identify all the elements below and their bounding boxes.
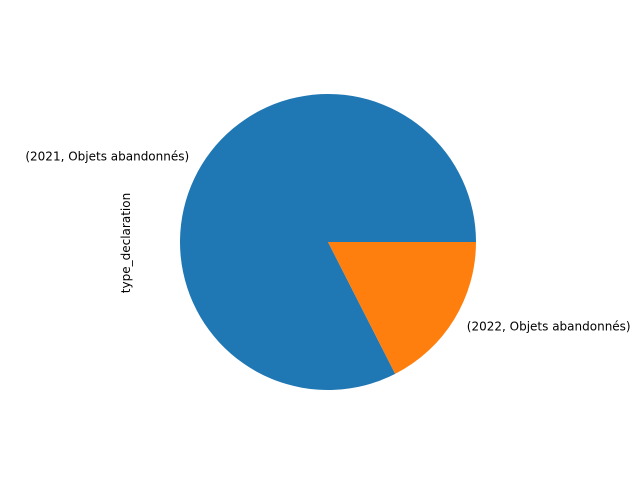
y-axis-label: type_declaration [119,193,133,293]
pie-slice-labels: (2021, Objets abandonnés) (2022, Objets a… [25,149,630,333]
pie-slice-label-2: (2022, Objets abandonnés) [467,320,631,334]
pie-slice-label-1: (2021, Objets abandonnés) [25,149,189,163]
pie-slice-2 [328,242,476,374]
pie-slice-1 [180,94,477,391]
pie-slices [180,94,477,391]
